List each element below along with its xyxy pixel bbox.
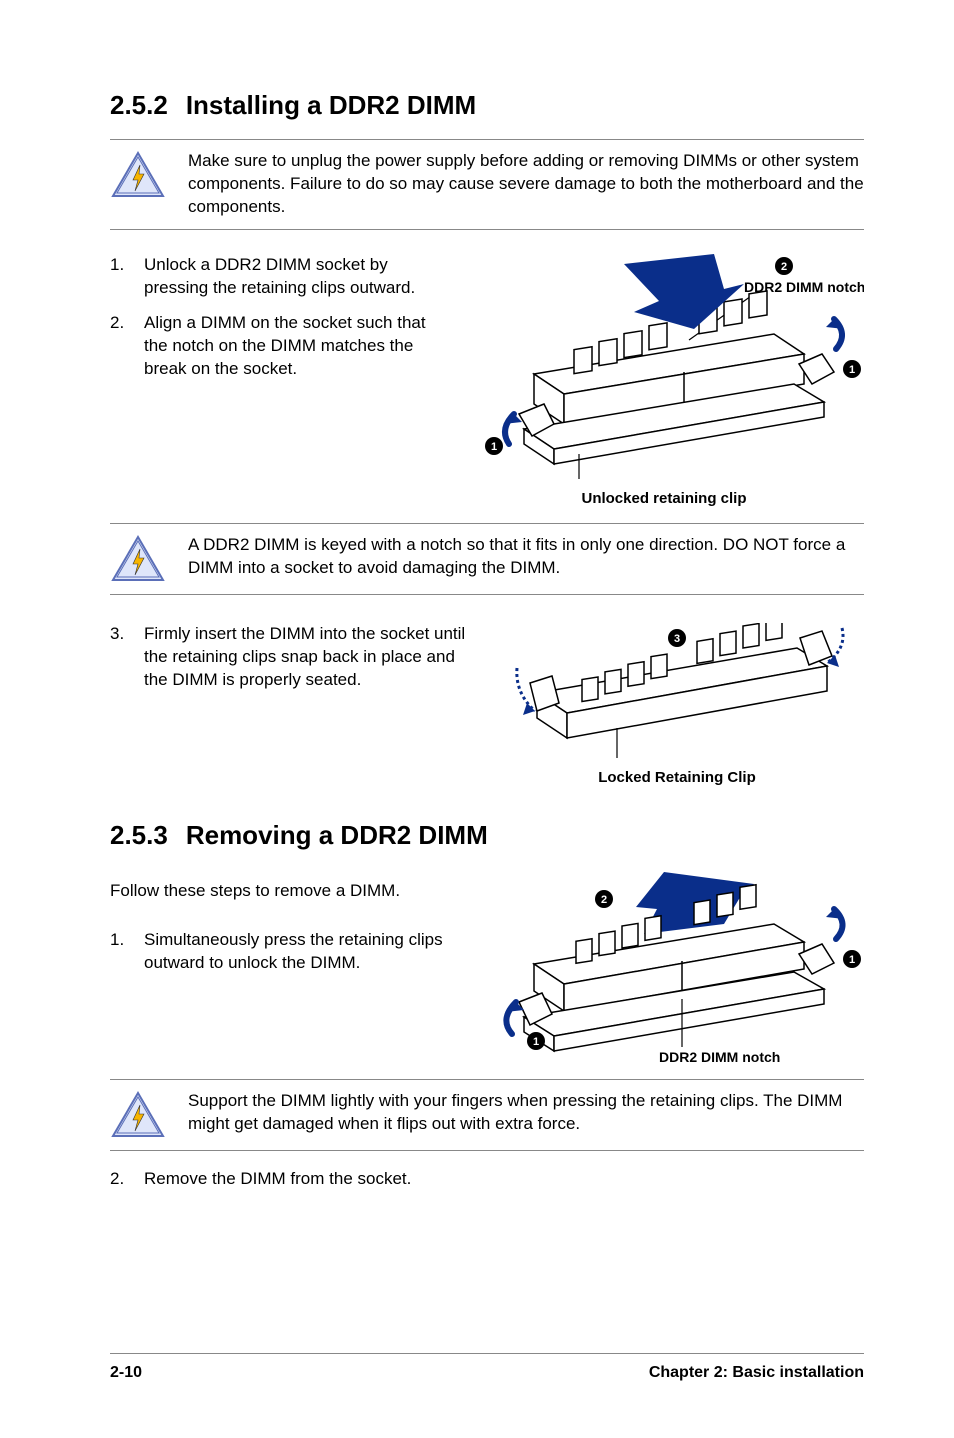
diagram-remove-svg: 2 1 1 DDR2 DIMM notch <box>464 869 864 1069</box>
divider <box>110 1150 864 1151</box>
remove-step-1: 1. Simultaneously press the retaining cl… <box>110 929 444 975</box>
install-step-2: 2. Align a DIMM on the socket such that … <box>110 312 444 381</box>
caption-locked: Locked Retaining Clip <box>598 769 756 786</box>
svg-text:3: 3 <box>674 633 680 645</box>
diagram-unlock-svg: 2 DDR2 DIMM notch <box>464 254 864 484</box>
diagram-locked-svg: 3 <box>497 623 857 763</box>
svg-text:2: 2 <box>781 261 787 273</box>
chapter-title: Chapter 2: Basic installation <box>649 1364 864 1382</box>
svg-text:1: 1 <box>533 1036 539 1048</box>
heading-install-title: Installing a DDR2 DIMM <box>186 90 476 120</box>
step-num: 1. <box>110 929 128 975</box>
footer-divider <box>110 1353 864 1354</box>
note-unplug: Make sure to unplug the power supply bef… <box>110 146 864 223</box>
heading-install: 2.5.2 Installing a DDR2 DIMM <box>110 90 864 121</box>
heading-remove-num: 2.5.3 <box>110 820 168 850</box>
warning-icon <box>110 1090 166 1140</box>
page-footer: 2-10 Chapter 2: Basic installation <box>110 1353 864 1382</box>
warning-icon <box>110 534 166 584</box>
install-steps-1-2-text: 1. Unlock a DDR2 DIMM socket by pressing… <box>110 254 444 393</box>
svg-text:1: 1 <box>491 441 497 453</box>
step-num: 3. <box>110 623 128 692</box>
svg-text:1: 1 <box>849 364 855 376</box>
step-body: Simultaneously press the retaining clips… <box>144 929 444 975</box>
remove-step-2: 2. Remove the DIMM from the socket. <box>110 1169 864 1189</box>
step-body: Unlock a DDR2 DIMM socket by pressing th… <box>144 254 444 300</box>
note-keyed: A DDR2 DIMM is keyed with a notch so tha… <box>110 530 864 588</box>
step-body: Remove the DIMM from the socket. <box>144 1169 411 1189</box>
install-step-3-row: 3. Firmly insert the DIMM into the socke… <box>110 623 864 786</box>
divider <box>110 229 864 230</box>
svg-text:2: 2 <box>601 894 607 906</box>
warning-icon <box>110 150 166 200</box>
notch-label-bottom: DDR2 DIMM notch <box>659 1049 780 1065</box>
step-num: 2. <box>110 312 128 381</box>
note-unplug-text: Make sure to unplug the power supply bef… <box>188 150 864 219</box>
heading-remove-title: Removing a DDR2 DIMM <box>186 820 488 850</box>
remove-text-col: Follow these steps to remove a DIMM. 1. … <box>110 869 444 1069</box>
svg-text:1: 1 <box>849 954 855 966</box>
step-body: Firmly insert the DIMM into the socket u… <box>144 623 470 692</box>
install-steps-1-2-row: 1. Unlock a DDR2 DIMM socket by pressing… <box>110 254 864 507</box>
note-support-text: Support the DIMM lightly with your finge… <box>188 1090 864 1136</box>
heading-install-num: 2.5.2 <box>110 90 168 120</box>
remove-intro: Follow these steps to remove a DIMM. <box>110 881 444 901</box>
install-step-3-text: 3. Firmly insert the DIMM into the socke… <box>110 623 470 704</box>
divider <box>110 1079 864 1080</box>
caption-unlocked: Unlocked retaining clip <box>581 490 746 507</box>
heading-remove: 2.5.3 Removing a DDR2 DIMM <box>110 820 864 851</box>
diagram-unlock: 2 DDR2 DIMM notch <box>464 254 864 507</box>
step-num: 1. <box>110 254 128 300</box>
divider <box>110 594 864 595</box>
remove-row: Follow these steps to remove a DIMM. 1. … <box>110 869 864 1069</box>
install-step-1: 1. Unlock a DDR2 DIMM socket by pressing… <box>110 254 444 300</box>
diagram-remove: 2 1 1 DDR2 DIMM notch <box>464 869 864 1069</box>
install-step-3: 3. Firmly insert the DIMM into the socke… <box>110 623 470 692</box>
note-keyed-text: A DDR2 DIMM is keyed with a notch so tha… <box>188 534 864 580</box>
step-num: 2. <box>110 1169 128 1189</box>
page-number: 2-10 <box>110 1364 142 1382</box>
divider <box>110 523 864 524</box>
page: 2.5.2 Installing a DDR2 DIMM Make sure to… <box>0 0 954 1438</box>
divider <box>110 139 864 140</box>
step-body: Align a DIMM on the socket such that the… <box>144 312 444 381</box>
note-support: Support the DIMM lightly with your finge… <box>110 1086 864 1144</box>
diagram-locked: 3 Locked Retaining Clip <box>490 623 864 786</box>
